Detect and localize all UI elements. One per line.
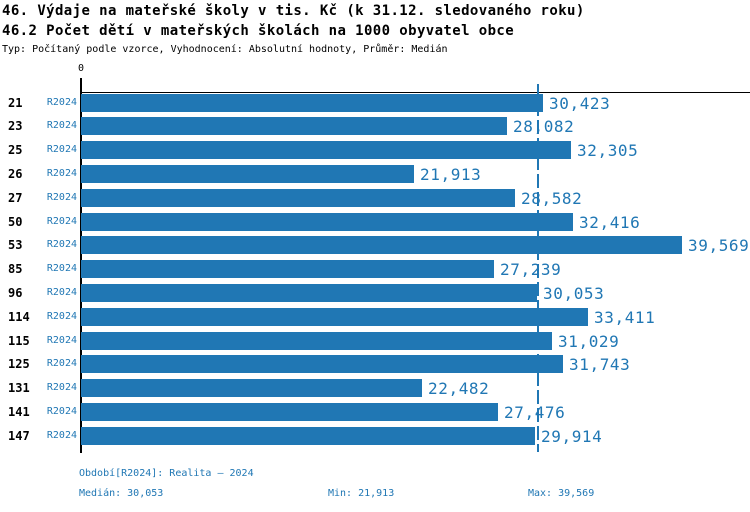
value-label: 28,082 xyxy=(513,117,575,136)
bar xyxy=(81,165,414,183)
category-label: 25 xyxy=(8,143,23,157)
bar-row: 131 R2024 22,482 xyxy=(0,379,750,398)
category-label: 114 xyxy=(8,310,30,324)
bar xyxy=(81,308,588,326)
chart-title-line2: 46.2 Počet dětí v mateřských školách na … xyxy=(2,23,515,39)
value-label: 33,411 xyxy=(594,308,656,327)
series-period-label: R2024 xyxy=(46,97,77,108)
series-period-label: R2024 xyxy=(46,263,77,274)
chart-title-line1: 46. Výdaje na mateřské školy v tis. Kč (… xyxy=(2,3,585,19)
bar xyxy=(81,355,563,373)
category-label: 50 xyxy=(8,215,23,229)
bar-row: 27 R2024 28,582 xyxy=(0,189,750,208)
bar xyxy=(81,236,682,254)
bar-row: 21 R2024 30,423 xyxy=(0,94,750,113)
value-label: 31,743 xyxy=(569,355,631,374)
footer-median-label: Medián: 30,053 xyxy=(79,488,164,499)
category-label: 27 xyxy=(8,191,23,205)
bar xyxy=(81,117,507,135)
bar xyxy=(81,284,537,302)
bar-row: 96 R2024 30,053 xyxy=(0,284,750,303)
footer-min-label: Min: 21,913 xyxy=(328,488,395,499)
category-label: 26 xyxy=(8,167,23,181)
chart-meta-line: Typ: Počítaný podle vzorce, Vyhodnocení:… xyxy=(2,44,448,55)
median-reference-line xyxy=(537,84,539,452)
bar xyxy=(81,213,573,231)
bar-row: 115 R2024 31,029 xyxy=(0,332,750,351)
series-period-label: R2024 xyxy=(46,120,77,131)
bar xyxy=(81,260,494,278)
value-label: 27,239 xyxy=(500,260,562,279)
bar-row: 85 R2024 27,239 xyxy=(0,260,750,279)
series-period-label: R2024 xyxy=(46,192,77,203)
series-period-label: R2024 xyxy=(46,168,77,179)
bar-rows: 21 R2024 30,423 23 R2024 28,082 25 R2024 32,305 2… xyxy=(0,93,750,453)
series-period-label: R2024 xyxy=(46,239,77,250)
series-period-label: R2024 xyxy=(46,358,77,369)
category-label: 96 xyxy=(8,286,23,300)
footer-max-label: Max: 39,569 xyxy=(528,488,595,499)
bar-row: 26 R2024 21,913 xyxy=(0,165,750,184)
value-label: 30,423 xyxy=(549,94,611,113)
value-label: 28,582 xyxy=(521,189,583,208)
value-label: 31,029 xyxy=(558,332,620,351)
bar-row: 50 R2024 32,416 xyxy=(0,213,750,232)
footer-period-label: Období[R2024]: Realita – 2024 xyxy=(79,468,254,479)
x-axis-line xyxy=(80,92,750,93)
bar-row: 53 R2024 39,569 xyxy=(0,236,750,255)
value-label: 30,053 xyxy=(543,284,605,303)
bar xyxy=(81,379,422,397)
series-period-label: R2024 xyxy=(46,382,77,393)
bar xyxy=(81,403,498,421)
bar xyxy=(81,189,515,207)
category-label: 115 xyxy=(8,334,30,348)
category-label: 85 xyxy=(8,262,23,276)
bar xyxy=(81,332,552,350)
value-label: 32,305 xyxy=(577,141,639,160)
bar xyxy=(81,94,543,112)
category-label: 131 xyxy=(8,381,30,395)
value-label: 22,482 xyxy=(428,379,490,398)
value-label: 27,476 xyxy=(504,403,566,422)
category-label: 125 xyxy=(8,357,30,371)
x-axis-zero-tick-label: 0 xyxy=(77,63,85,74)
bar-row: 23 R2024 28,082 xyxy=(0,117,750,136)
value-label: 29,914 xyxy=(541,427,603,446)
series-period-label: R2024 xyxy=(46,335,77,346)
bar xyxy=(81,141,571,159)
value-label: 21,913 xyxy=(420,165,482,184)
series-period-label: R2024 xyxy=(46,311,77,322)
value-label: 39,569 xyxy=(688,236,750,255)
series-period-label: R2024 xyxy=(46,406,77,417)
category-label: 53 xyxy=(8,238,23,252)
category-label: 147 xyxy=(8,429,30,443)
category-label: 23 xyxy=(8,119,23,133)
bar-row: 25 R2024 32,305 xyxy=(0,141,750,160)
series-period-label: R2024 xyxy=(46,430,77,441)
series-period-label: R2024 xyxy=(46,144,77,155)
value-label: 32,416 xyxy=(579,213,641,232)
bar-row: 141 R2024 27,476 xyxy=(0,403,750,422)
bar xyxy=(81,427,535,445)
series-period-label: R2024 xyxy=(46,287,77,298)
category-label: 21 xyxy=(8,96,23,110)
bar-row: 125 R2024 31,743 xyxy=(0,355,750,374)
bar-row: 147 R2024 29,914 xyxy=(0,427,750,446)
category-label: 141 xyxy=(8,405,30,419)
series-period-label: R2024 xyxy=(46,216,77,227)
bar-row: 114 R2024 33,411 xyxy=(0,308,750,327)
